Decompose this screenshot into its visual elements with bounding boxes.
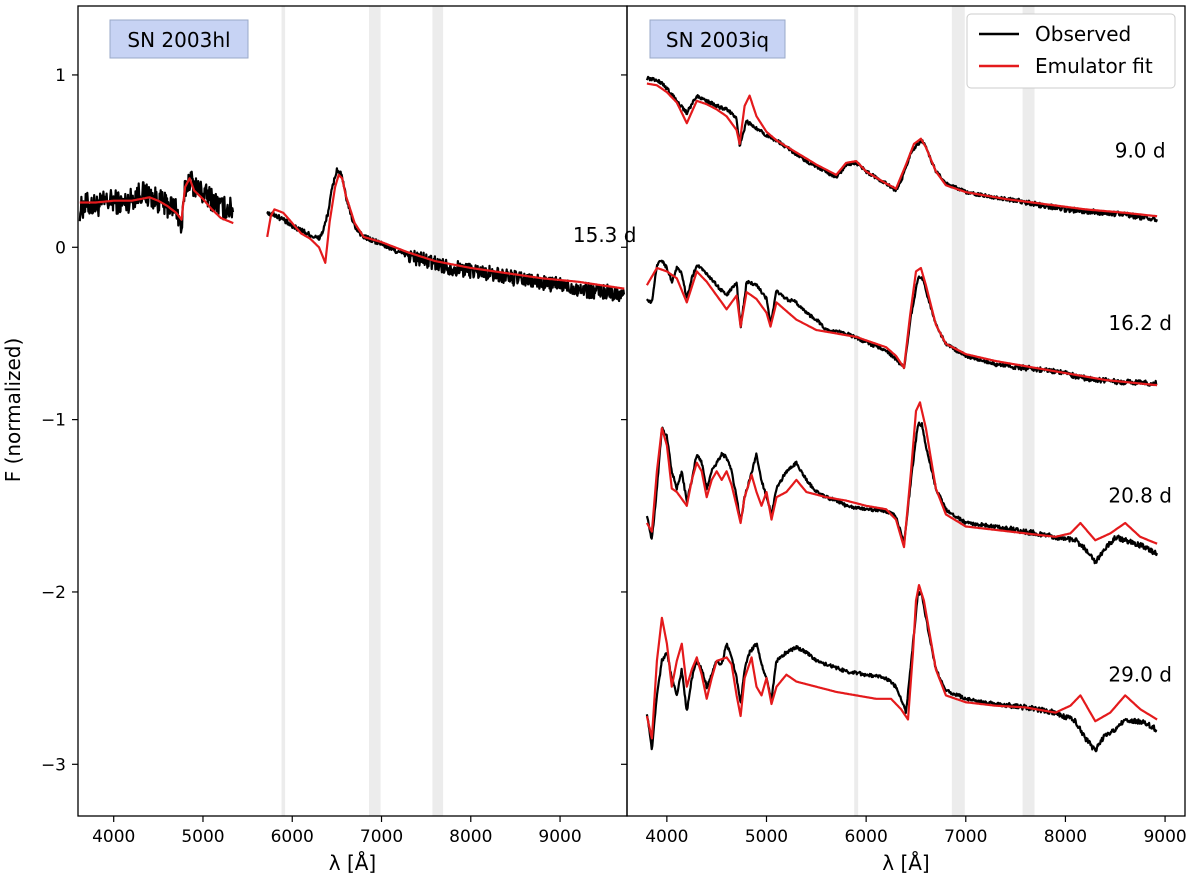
panel-title-text: SN 2003iq	[666, 28, 769, 52]
y-tick-label: −1	[41, 411, 66, 431]
x-tick-label: 4000	[92, 827, 135, 847]
epoch-label: 20.8 d	[1108, 483, 1172, 507]
y-axis-label: F (normalized)	[1, 338, 25, 483]
telluric-band	[281, 6, 286, 816]
panel-title-box	[109, 19, 249, 59]
x-tick-label: 4000	[645, 827, 688, 847]
emulator-fit-line	[79, 177, 234, 225]
legend-label: Emulator fit	[1035, 54, 1153, 78]
telluric-band	[951, 6, 965, 816]
observed-spectrum-line	[645, 75, 1158, 223]
y-tick-label: −2	[41, 583, 66, 603]
x-axis-label: λ [Å]	[329, 851, 376, 875]
x-tick-label: 7000	[944, 827, 987, 847]
x-axis-label: λ [Å]	[882, 851, 929, 875]
emulator-fit-line	[645, 401, 1158, 549]
x-tick-label: 5000	[181, 827, 224, 847]
epoch-label: 29.0 d	[1108, 663, 1172, 687]
y-tick-label: −3	[41, 755, 66, 775]
observed-spectrum-line	[645, 590, 1158, 753]
legend-label: Observed	[1035, 22, 1131, 46]
telluric-band	[1022, 6, 1035, 816]
x-tick-label: 7000	[360, 827, 403, 847]
panel-title: SN 2003iq	[649, 19, 786, 59]
panel-frame	[626, 5, 1186, 817]
telluric-band	[432, 6, 444, 816]
x-tick-label: 9000	[538, 827, 581, 847]
emulator-fit-line	[645, 584, 1158, 740]
epoch-label: 16.2 d	[1108, 311, 1172, 335]
x-tick-label: 5000	[745, 827, 788, 847]
x-tick-label: 8000	[449, 827, 492, 847]
x-tick-label: 9000	[1143, 827, 1186, 847]
legend-frame	[966, 13, 1176, 89]
y-tick-label: 1	[55, 66, 66, 86]
panel-title-text: SN 2003hl	[127, 28, 230, 52]
panel-title: SN 2003hl	[109, 19, 249, 59]
observed-spectrum-line	[645, 259, 1158, 387]
panel-sn2003iq: 9.0 d 16.2 d 20.8 d 29.0 d 4000 5000 6000 7000 8…	[621, 5, 1187, 875]
panel-frame	[77, 5, 628, 817]
telluric-band	[369, 6, 381, 816]
x-tick-label: 6000	[845, 827, 888, 847]
x-tick-label: 8000	[1044, 827, 1087, 847]
emulator-fit-line	[266, 173, 625, 290]
y-tick-label: 0	[55, 238, 66, 258]
x-tick-label: 6000	[271, 827, 314, 847]
epoch-label: 15.3 d	[573, 223, 637, 247]
panel-title-box	[649, 19, 786, 59]
emulator-fit-line	[645, 266, 1158, 387]
emulator-fit-line	[646, 82, 1158, 218]
telluric-band	[854, 6, 859, 816]
panel-sn2003hl: 15.3 d 4000 5000 6000 7000 8000 9000 λ [Å] 1 0 −1 −…	[41, 5, 637, 875]
observed-spectrum-line	[78, 170, 235, 234]
epoch-label: 9.0 d	[1115, 139, 1166, 163]
legend: Observed Emulator fit	[966, 13, 1176, 89]
